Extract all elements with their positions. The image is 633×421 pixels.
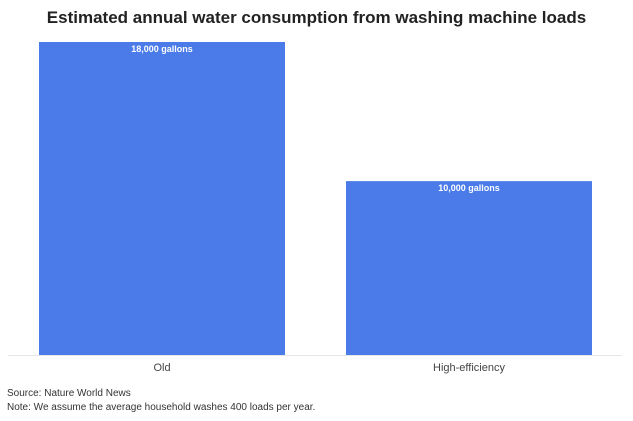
chart-title: Estimated annual water consumption from … <box>46 8 587 27</box>
x-tick-label: Old <box>153 362 170 374</box>
data-label: 10,000 gallons <box>438 183 500 193</box>
x-tick-label: High-efficiency <box>433 362 505 374</box>
data-label: 18,000 gallons <box>131 44 193 54</box>
bar-high-efficiency <box>346 181 592 355</box>
bar-old <box>39 42 285 355</box>
methodology-note: Note: We assume the average household wa… <box>7 402 316 413</box>
source-note: Source: Nature World News <box>7 388 131 399</box>
